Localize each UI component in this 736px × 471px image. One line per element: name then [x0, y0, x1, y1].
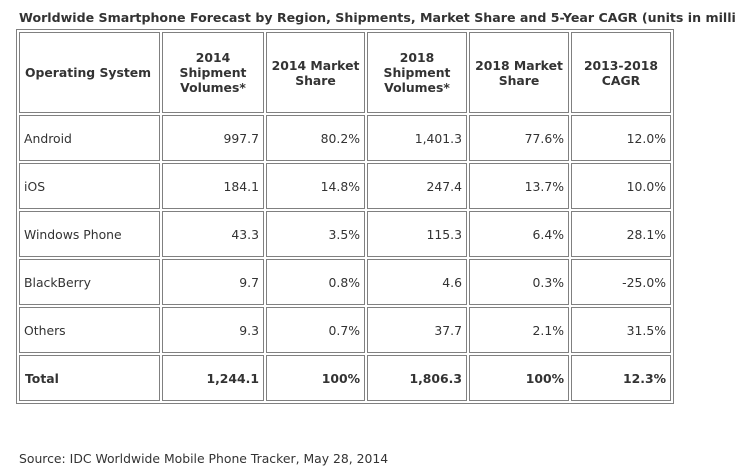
- os-name-cell: iOS: [19, 163, 160, 209]
- shipments-2014-cell: 997.7: [162, 115, 264, 161]
- shipments-2014-cell: 184.1: [162, 163, 264, 209]
- cagr-cell: -25.0%: [571, 259, 671, 305]
- table-row: Others 9.3 0.7% 37.7 2.1% 31.5%: [19, 307, 671, 353]
- table-row: BlackBerry 9.7 0.8% 4.6 0.3% -25.0%: [19, 259, 671, 305]
- total-share-2014-cell: 100%: [266, 355, 365, 401]
- shipments-2018-cell: 115.3: [367, 211, 467, 257]
- cagr-cell: 10.0%: [571, 163, 671, 209]
- shipments-2014-cell: 43.3: [162, 211, 264, 257]
- table-row: Windows Phone 43.3 3.5% 115.3 6.4% 28.1%: [19, 211, 671, 257]
- share-2014-cell: 0.7%: [266, 307, 365, 353]
- share-2018-cell: 6.4%: [469, 211, 569, 257]
- forecast-table: Operating System 2014 Shipment Volumes* 20…: [16, 29, 674, 404]
- share-2014-cell: 3.5%: [266, 211, 365, 257]
- total-row: Total 1,244.1 100% 1,806.3 100% 12.3%: [19, 355, 671, 401]
- share-2014-cell: 14.8%: [266, 163, 365, 209]
- forecast-table-wrapper: Operating System 2014 Shipment Volumes* 20…: [16, 29, 674, 404]
- share-2018-cell: 2.1%: [469, 307, 569, 353]
- share-2018-cell: 13.7%: [469, 163, 569, 209]
- source-note: Source: IDC Worldwide Mobile Phone Track…: [19, 451, 389, 466]
- shipments-2018-cell: 1,401.3: [367, 115, 467, 161]
- column-header-shipments-2014: 2014 Shipment Volumes*: [162, 32, 264, 113]
- column-header-shipments-2018: 2018 Shipment Volumes*: [367, 32, 467, 113]
- column-header-share-2014: 2014 Market Share: [266, 32, 365, 113]
- shipments-2014-cell: 9.3: [162, 307, 264, 353]
- total-shipments-2014-cell: 1,244.1: [162, 355, 264, 401]
- column-header-operating-system: Operating System: [19, 32, 160, 113]
- os-name-cell: Windows Phone: [19, 211, 160, 257]
- os-name-cell: Android: [19, 115, 160, 161]
- share-2018-cell: 77.6%: [469, 115, 569, 161]
- shipments-2014-cell: 9.7: [162, 259, 264, 305]
- share-2018-cell: 0.3%: [469, 259, 569, 305]
- shipments-2018-cell: 37.7: [367, 307, 467, 353]
- shipments-2018-cell: 247.4: [367, 163, 467, 209]
- total-cagr-cell: 12.3%: [571, 355, 671, 401]
- os-name-cell: Others: [19, 307, 160, 353]
- os-name-cell: BlackBerry: [19, 259, 160, 305]
- forecast-table-body: Operating System 2014 Shipment Volumes* 20…: [19, 32, 671, 401]
- cagr-cell: 31.5%: [571, 307, 671, 353]
- table-row: Android 997.7 80.2% 1,401.3 77.6% 12.0%: [19, 115, 671, 161]
- total-shipments-2018-cell: 1,806.3: [367, 355, 467, 401]
- table-title: Worldwide Smartphone Forecast by Region,…: [19, 10, 736, 25]
- shipments-2018-cell: 4.6: [367, 259, 467, 305]
- share-2014-cell: 0.8%: [266, 259, 365, 305]
- table-row: iOS 184.1 14.8% 247.4 13.7% 10.0%: [19, 163, 671, 209]
- header-row: Operating System 2014 Shipment Volumes* 20…: [19, 32, 671, 113]
- share-2014-cell: 80.2%: [266, 115, 365, 161]
- column-header-cagr: 2013-2018 CAGR: [571, 32, 671, 113]
- total-label-cell: Total: [19, 355, 160, 401]
- column-header-share-2018: 2018 Market Share: [469, 32, 569, 113]
- cagr-cell: 12.0%: [571, 115, 671, 161]
- total-share-2018-cell: 100%: [469, 355, 569, 401]
- cagr-cell: 28.1%: [571, 211, 671, 257]
